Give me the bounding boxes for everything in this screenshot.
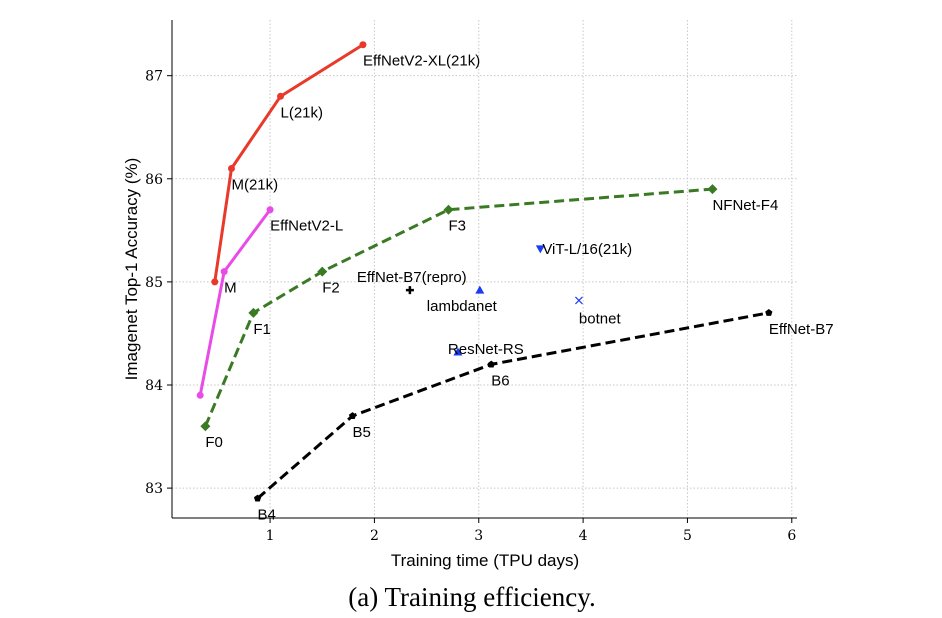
point-label: botnet xyxy=(579,310,622,327)
data-point xyxy=(487,360,495,368)
data-point xyxy=(405,286,414,295)
data-point xyxy=(277,92,285,100)
point-label: F3 xyxy=(449,218,467,235)
point-label: L(21k) xyxy=(281,104,324,121)
axes: 1 2 3 4 5 6 83 84 85 86 87 xyxy=(145,20,797,544)
data-point xyxy=(266,206,274,214)
x-tick-label: 4 xyxy=(579,528,588,544)
point-label: EffNetV2-XL(21k) xyxy=(363,53,480,70)
x-tick-label: 1 xyxy=(266,528,275,544)
point-label: EffNet-B7 xyxy=(769,321,834,338)
point-label: F0 xyxy=(205,434,223,451)
point-label: B6 xyxy=(491,372,509,389)
point-label: B5 xyxy=(353,424,371,441)
y-axis-label: Imagenet Top-1 Accuracy (%) xyxy=(122,158,141,381)
data-point xyxy=(348,412,357,419)
point-label: ResNet-RS xyxy=(448,341,524,358)
marks: M(21k) L(21k) EffNetV2-XL(21k) M EffNetV2-L F… xyxy=(196,41,834,523)
y-tick-label: 86 xyxy=(145,172,163,188)
data-point xyxy=(253,494,262,502)
point-label: M(21k) xyxy=(231,176,278,193)
x-tick-label: 3 xyxy=(474,528,483,544)
data-point xyxy=(211,278,219,286)
data-point xyxy=(227,164,235,172)
x-tick-label: 2 xyxy=(370,528,379,544)
point-label: F1 xyxy=(253,321,271,338)
caption: (a) Training efficiency. xyxy=(348,582,595,612)
data-point xyxy=(317,266,328,277)
data-point xyxy=(575,296,583,305)
y-tick-label: 84 xyxy=(145,378,163,394)
series-line-3 xyxy=(256,311,770,500)
data-point xyxy=(765,309,773,316)
data-point xyxy=(248,307,259,318)
point-label: lambdanet xyxy=(427,298,498,315)
data-point xyxy=(443,204,454,215)
grid xyxy=(172,20,797,518)
data-point xyxy=(707,184,718,195)
data-point xyxy=(200,421,211,432)
point-label: EffNetV2-L xyxy=(270,218,343,235)
point-label: EffNet-B7(repro) xyxy=(357,269,467,286)
point-label: ViT-L/16(21k) xyxy=(542,241,632,258)
y-tick-label: 85 xyxy=(145,275,163,291)
point-label: B4 xyxy=(258,506,276,523)
data-point xyxy=(359,41,367,49)
data-point xyxy=(475,285,485,294)
data-point xyxy=(535,245,545,254)
x-tick-label: 6 xyxy=(787,528,796,544)
data-point xyxy=(220,268,228,276)
series-line-0 xyxy=(213,43,364,283)
y-tick-label: 83 xyxy=(145,481,163,497)
data-point xyxy=(453,347,463,356)
x-axis-label: Training time (TPU days) xyxy=(391,551,579,570)
y-tick-label: 87 xyxy=(145,69,163,85)
point-label: F2 xyxy=(322,280,340,297)
point-label: M xyxy=(224,280,237,297)
point-label: NFNet-F4 xyxy=(712,197,778,214)
series-line-1 xyxy=(198,208,272,396)
data-point xyxy=(196,391,204,399)
x-tick-label: 5 xyxy=(683,528,692,544)
